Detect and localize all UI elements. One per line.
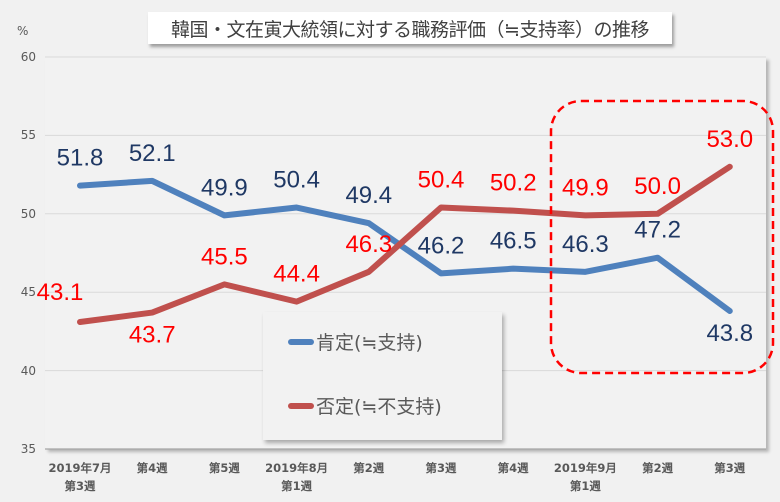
data-label: 50.0 xyxy=(634,173,681,200)
x-tick-label: 2019年7月 第3週 xyxy=(48,461,112,493)
data-label: 45.5 xyxy=(201,243,248,270)
y-tick-label: 55 xyxy=(20,128,36,143)
y-tick-label: 45 xyxy=(20,285,36,300)
data-label: 44.4 xyxy=(273,261,320,288)
data-label: 50.4 xyxy=(273,167,320,194)
data-label: 53.0 xyxy=(706,126,753,153)
data-label: 46.2 xyxy=(418,232,465,259)
y-axis-unit: % xyxy=(17,24,29,38)
y-tick-label: 40 xyxy=(20,363,36,378)
legend-swatch-red xyxy=(288,402,314,409)
data-label: 49.9 xyxy=(201,174,248,201)
data-label: 43.8 xyxy=(706,320,753,347)
x-tick-label: 第2週 xyxy=(353,461,385,475)
x-tick-label: 第5週 xyxy=(208,461,240,475)
data-label: 46.5 xyxy=(490,228,537,255)
data-label: 49.9 xyxy=(562,174,609,201)
data-label: 43.1 xyxy=(37,279,84,306)
y-tick-label: 50 xyxy=(20,206,36,221)
x-tick-label: 2019年9月 第1週 xyxy=(553,461,617,493)
y-tick-label: 35 xyxy=(20,442,36,456)
data-label: 50.2 xyxy=(490,170,537,197)
data-label: 43.7 xyxy=(129,322,176,349)
x-tick-label: 2019年8月 第1週 xyxy=(265,461,329,493)
data-label: 50.4 xyxy=(418,167,465,194)
x-tick-label: 第2週 xyxy=(642,461,674,475)
legend-swatch-blue xyxy=(288,338,314,345)
y-tick-label: 60 xyxy=(20,50,36,64)
data-label: 49.4 xyxy=(345,182,392,209)
legend-item-negative: 否定(≒不支持) xyxy=(288,392,442,419)
legend-label-positive: 肯定(≒支持) xyxy=(316,332,423,354)
positive-series-line xyxy=(77,177,733,315)
x-tick-label: 第3週 xyxy=(714,461,746,475)
x-tick-label: 第4週 xyxy=(136,461,168,475)
chart-title: 韓国・文在寅大統領に対する職務評価（≒支持率）の推移 xyxy=(148,12,672,44)
data-label: 51.8 xyxy=(57,145,104,172)
data-label: 46.3 xyxy=(562,231,609,258)
data-label: 46.3 xyxy=(345,231,392,258)
legend-item-positive: 肯定(≒支持) xyxy=(288,328,423,355)
x-tick-label: 第4週 xyxy=(497,461,529,475)
data-label: 52.1 xyxy=(129,140,176,167)
data-label: 47.2 xyxy=(634,217,681,244)
x-tick-label: 第3週 xyxy=(425,461,457,475)
legend-label-negative: 否定(≒不支持) xyxy=(316,396,442,418)
legend: 肯定(≒支持) 否定(≒不支持) xyxy=(263,312,502,440)
